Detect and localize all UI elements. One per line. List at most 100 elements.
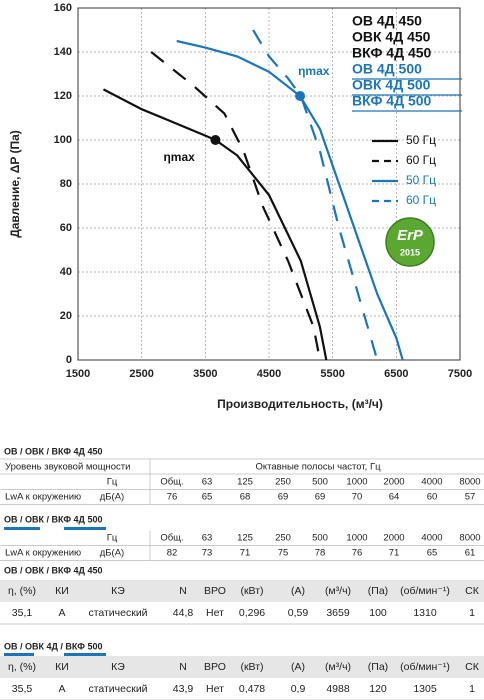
header-row bbox=[0, 580, 484, 602]
y-tick-label: 20 bbox=[60, 310, 72, 322]
table-cell: 100 bbox=[369, 607, 387, 619]
table-cell: 1305 bbox=[413, 683, 437, 695]
table-cell: Гц bbox=[107, 477, 118, 488]
legend-label: 60 Гц bbox=[406, 153, 436, 167]
table-cell: ВРО bbox=[204, 585, 226, 597]
model-label: ОВК 4Д 500 bbox=[352, 77, 431, 93]
x-tick-label: 6500 bbox=[384, 368, 408, 380]
table-cell: 63 bbox=[202, 477, 213, 488]
table-cell: (кВт) bbox=[240, 585, 263, 597]
series-line bbox=[176, 39, 404, 361]
table-cell: 2000 bbox=[383, 477, 404, 488]
table-cell: (А) bbox=[291, 585, 305, 597]
table-cell: 75 bbox=[278, 548, 289, 559]
table-cell: 1 bbox=[469, 683, 475, 695]
table-cell: 78 bbox=[315, 548, 326, 559]
table-cell: 63 bbox=[202, 533, 213, 544]
table-cell: (об/мин⁻¹) bbox=[400, 585, 450, 597]
title-underline bbox=[4, 527, 40, 530]
table-cell: η, (%) bbox=[8, 661, 36, 673]
table-cell: 71 bbox=[389, 548, 400, 559]
table-cell: Нет bbox=[206, 607, 224, 619]
series-line bbox=[102, 88, 328, 361]
table-cell: (м³/ч) bbox=[325, 585, 351, 597]
title-underline bbox=[4, 653, 34, 656]
x-tick-label: 5500 bbox=[320, 368, 344, 380]
table-cell: 43,9 bbox=[173, 683, 194, 695]
table-cell: 65 bbox=[202, 492, 213, 503]
table-cell: 1000 bbox=[346, 477, 367, 488]
table-cell: статический bbox=[88, 607, 147, 619]
table-cell: 82 bbox=[167, 548, 178, 559]
legend-label: 50 Гц bbox=[406, 133, 436, 147]
table-cell: (А) bbox=[291, 661, 305, 673]
table-cell: N bbox=[179, 585, 187, 597]
table-cell: 71 bbox=[240, 548, 251, 559]
table-cell: 125 bbox=[237, 477, 253, 488]
table-cell: Гц bbox=[107, 533, 118, 544]
table-cell: 76 bbox=[167, 492, 178, 503]
table-cell: 3659 bbox=[326, 607, 350, 619]
table-cell: 4988 bbox=[326, 683, 350, 695]
table-cell: 2000 bbox=[383, 533, 404, 544]
table-cell: 8000 bbox=[459, 533, 480, 544]
table-cell: Общ. bbox=[160, 533, 183, 544]
y-tick-label: 80 bbox=[60, 178, 72, 190]
table-cell: Общ. bbox=[160, 477, 183, 488]
table-cell: (Па) bbox=[368, 661, 388, 673]
x-tick-label: 3500 bbox=[193, 368, 217, 380]
table-cell: 60 bbox=[427, 492, 438, 503]
y-tick-label: 60 bbox=[60, 222, 72, 234]
eta-max-label: ηmax bbox=[163, 150, 195, 164]
table-cell: 4000 bbox=[421, 477, 442, 488]
y-axis-label: Давление, ΔP (Па) bbox=[8, 130, 22, 238]
table-cell: η, (%) bbox=[8, 585, 36, 597]
table-cell: дБ(А) bbox=[100, 492, 124, 503]
model-label: ВКФ 4Д 500 bbox=[352, 93, 432, 109]
y-tick-label: 40 bbox=[60, 266, 72, 278]
table-header: Октавные полосы частот, Гц bbox=[255, 462, 381, 473]
table-cell: 8000 bbox=[459, 477, 480, 488]
table-cell: 500 bbox=[312, 477, 328, 488]
table-cell: 120 bbox=[369, 683, 387, 695]
table-cell: дБ(А) bbox=[100, 548, 124, 559]
series-line bbox=[252, 29, 379, 361]
y-tick-label: 140 bbox=[54, 46, 72, 58]
table-cell: 68 bbox=[240, 492, 251, 503]
x-tick-label: 4500 bbox=[257, 368, 281, 380]
x-tick-label: 7500 bbox=[448, 368, 472, 380]
table-title: ОВ / ОВК / ВКФ 4Д 500 bbox=[4, 514, 103, 524]
plot-frame bbox=[77, 7, 461, 361]
table-cell: 1310 bbox=[413, 607, 437, 619]
table-cell: 1 bbox=[469, 607, 475, 619]
table-cell: 0,478 bbox=[239, 683, 265, 695]
table-cell: СК bbox=[465, 661, 480, 673]
table-cell: 35,1 bbox=[12, 607, 33, 619]
table-cell: 35,5 bbox=[12, 683, 33, 695]
table-cell: 69 bbox=[278, 492, 289, 503]
table-cell: 64 bbox=[389, 492, 400, 503]
table-cell: 76 bbox=[352, 548, 363, 559]
x-axis-label: Производительность, (м³/ч) bbox=[217, 397, 383, 411]
model-label: ОВК 4Д 450 bbox=[352, 29, 431, 45]
table-cell: КИ bbox=[55, 661, 69, 673]
x-tick-label: 2500 bbox=[129, 368, 153, 380]
table-title: ОВ / ОВК / ВКФ 4Д 450 bbox=[4, 565, 103, 575]
model-label: ВКФ 4Д 450 bbox=[352, 45, 432, 61]
table-cell: СК bbox=[465, 585, 480, 597]
title-underline bbox=[64, 653, 106, 656]
table-header: Уровень звуковой мощности bbox=[5, 462, 130, 473]
table-cell: 73 bbox=[202, 548, 213, 559]
table-cell: статический bbox=[88, 683, 147, 695]
table-cell: 0,59 bbox=[288, 607, 309, 619]
table-cell: A bbox=[58, 607, 65, 619]
table-cell: 1000 bbox=[346, 533, 367, 544]
erp-text: ErP bbox=[397, 227, 424, 244]
table-cell: 61 bbox=[465, 548, 476, 559]
table-cell: 70 bbox=[352, 492, 363, 503]
title-underline bbox=[64, 527, 106, 530]
table-cell: 69 bbox=[315, 492, 326, 503]
table-cell: 500 bbox=[312, 533, 328, 544]
y-tick-label: 100 bbox=[54, 134, 72, 146]
